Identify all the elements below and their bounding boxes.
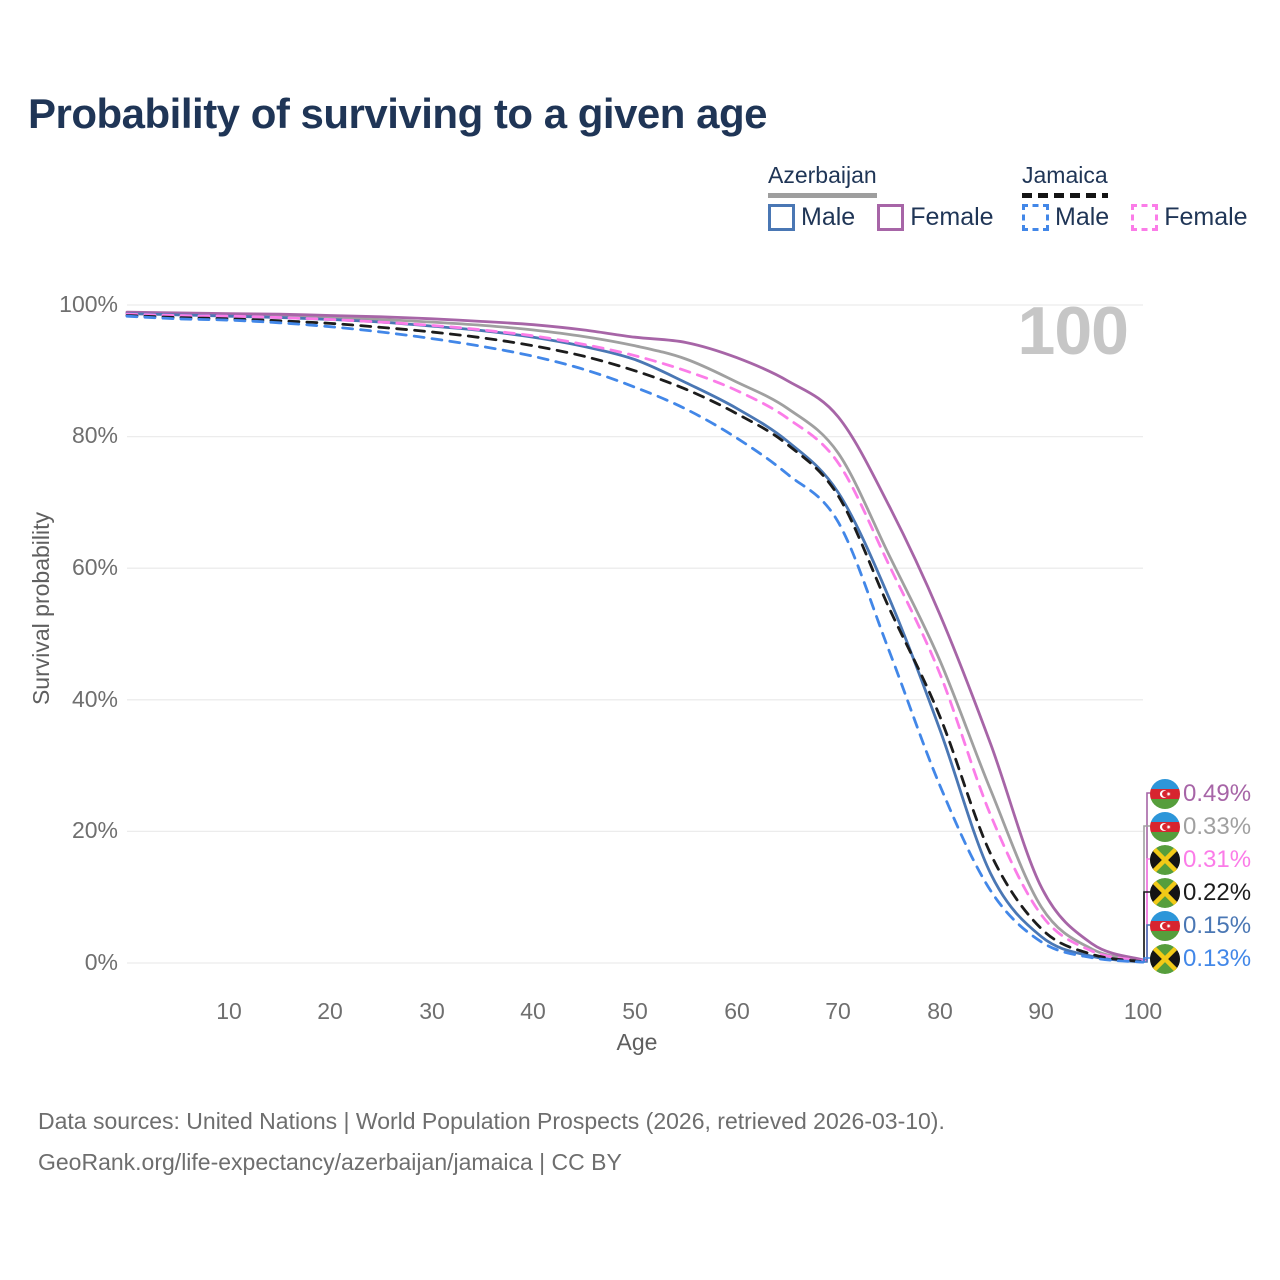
x-tick-label: 80	[927, 998, 953, 1024]
end-label-value: 0.49%	[1183, 780, 1252, 807]
series-line-azerbaijan-male	[125, 312, 1145, 964]
x-tick-label: 100	[1123, 998, 1163, 1024]
attribution-text: GeoRank.org/life-expectancy/azerbaijan/j…	[38, 1149, 622, 1175]
leader-line-azerbaijan-male	[1143, 924, 1152, 963]
x-tick-label: 70	[825, 998, 851, 1024]
x-axis-title: Age	[616, 1029, 658, 1055]
y-axis-title: Survival probability	[28, 512, 54, 706]
azerbaijan-solid-line-key	[768, 193, 877, 198]
end-label-value: 0.22%	[1183, 879, 1252, 906]
y-tick-label: 80%	[71, 422, 118, 448]
legend-items-jamaica: Male Female	[1022, 203, 1248, 232]
azerbaijan-flag-icon	[1150, 779, 1180, 809]
x-tick-label: 30	[419, 998, 445, 1024]
x-tick-label: 20	[317, 998, 343, 1024]
end-label-azerbaijan-male: 0.15%	[1150, 910, 1251, 942]
series-line-azerbaijan-female	[125, 310, 1145, 962]
end-label-value: 0.31%	[1183, 846, 1252, 873]
legend-chip-azerbaijan-female[interactable]: Female	[877, 203, 994, 232]
x-tick-label: 40	[520, 998, 546, 1024]
jamaica-dashed-line-key	[1022, 193, 1108, 198]
legend-items-azerbaijan: Male Female	[768, 203, 994, 232]
series-line-jamaica-both-sexes	[125, 314, 1145, 963]
legend-chip-label: Male	[1055, 203, 1110, 231]
azerbaijan-female-swatch-icon	[877, 204, 905, 231]
end-label-jamaica-male: 0.13%	[1150, 943, 1251, 975]
data-sources-text: Data sources: United Nations | World Pop…	[38, 1108, 945, 1134]
azerbaijan-male-swatch-icon	[768, 204, 795, 231]
end-label-value: 0.15%	[1183, 912, 1252, 939]
legend-group-azerbaijan: Azerbaijan	[768, 162, 877, 198]
end-label-value: 0.13%	[1183, 945, 1252, 972]
legend-chip-label: Female	[910, 203, 994, 231]
x-tick-label: 60	[724, 998, 750, 1024]
end-label-value: 0.33%	[1183, 813, 1252, 840]
jamaica-male-swatch-icon	[1022, 204, 1049, 231]
legend-chip-jamaica-female[interactable]: Female	[1131, 203, 1248, 232]
end-label-jamaica-female: 0.31%	[1150, 844, 1251, 876]
leader-line-jamaica-male	[1143, 957, 1152, 963]
y-tick-label: 60%	[71, 554, 118, 580]
legend-chip-azerbaijan-male[interactable]: Male	[768, 203, 855, 232]
legend-chip-jamaica-male[interactable]: Male	[1022, 203, 1109, 232]
azerbaijan-flag-icon	[1150, 911, 1180, 941]
legend-country-azerbaijan[interactable]: Azerbaijan	[768, 162, 877, 188]
age-watermark: 100	[1017, 293, 1129, 369]
azerbaijan-flag-icon	[1150, 812, 1180, 842]
legend-group-jamaica: Jamaica	[1022, 162, 1108, 198]
y-tick-label: 40%	[71, 686, 118, 712]
x-tick-label: 10	[216, 998, 242, 1024]
jamaica-flag-icon	[1150, 845, 1180, 875]
end-label-azerbaijan-female: 0.49%	[1150, 778, 1251, 810]
jamaica-female-swatch-icon	[1131, 204, 1159, 231]
legend-chip-label: Female	[1164, 203, 1248, 231]
series-line-jamaica-female	[125, 312, 1145, 963]
leader-line-jamaica-female	[1143, 858, 1152, 962]
y-tick-label: 100%	[59, 291, 118, 317]
x-tick-label: 90	[1028, 998, 1054, 1024]
jamaica-flag-icon	[1150, 944, 1180, 974]
legend-chip-label: Male	[801, 203, 856, 231]
page-title: Probability of surviving to a given age	[28, 90, 767, 137]
legend-country-jamaica[interactable]: Jamaica	[1022, 162, 1108, 188]
x-tick-label: 50	[622, 998, 648, 1024]
end-label-jamaica-overall: 0.22%	[1150, 877, 1251, 909]
jamaica-flag-icon	[1150, 878, 1180, 908]
series-line-jamaica-male	[125, 314, 1145, 964]
series-line-azerbaijan-both-sexes	[125, 311, 1145, 963]
y-tick-label: 0%	[84, 949, 118, 975]
y-tick-label: 20%	[71, 817, 118, 843]
end-label-azerbaijan-overall: 0.33%	[1150, 811, 1251, 843]
